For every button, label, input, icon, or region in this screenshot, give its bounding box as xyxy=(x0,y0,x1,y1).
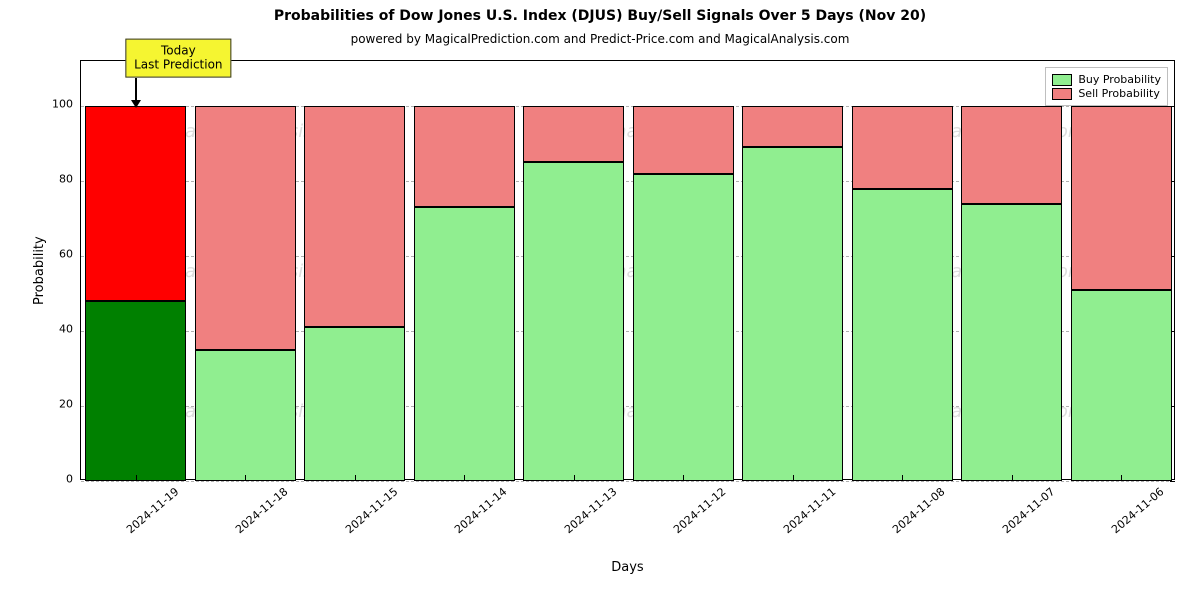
ytick-label: 20 xyxy=(59,398,81,411)
ytick-label: 0 xyxy=(66,473,81,486)
bar-sell xyxy=(852,106,953,189)
bar-buy xyxy=(742,147,843,481)
x-axis-label: Days xyxy=(80,560,1175,575)
xtick-label: 2024-11-11 xyxy=(776,479,838,536)
xtick-label: 2024-11-07 xyxy=(995,479,1057,536)
bar-buy xyxy=(961,204,1062,482)
bar-buy xyxy=(414,207,515,481)
plot-area: MagicalAnalysis.comMagicalAnalysis.comMa… xyxy=(80,60,1175,480)
legend-buy: Buy Probability xyxy=(1052,73,1161,86)
xtick-label: 2024-11-19 xyxy=(119,479,181,536)
bar-sell xyxy=(304,106,405,327)
xtick-mark xyxy=(245,475,246,480)
ytick-label: 40 xyxy=(59,323,81,336)
legend-buy-swatch xyxy=(1052,74,1072,86)
chart-title: Probabilities of Dow Jones U.S. Index (D… xyxy=(0,8,1200,24)
bar-sell xyxy=(633,106,734,174)
bar-buy xyxy=(523,162,624,481)
legend-buy-label: Buy Probability xyxy=(1078,73,1161,86)
bar-buy xyxy=(852,189,953,482)
bar-sell xyxy=(523,106,624,162)
y-axis-label: Probability xyxy=(32,236,47,305)
bar-buy xyxy=(633,174,734,482)
annotation-box: TodayLast Prediction xyxy=(125,39,231,78)
xtick-label: 2024-11-15 xyxy=(338,479,400,536)
annotation-line2: Last Prediction xyxy=(134,58,222,72)
xtick-label: 2024-11-18 xyxy=(228,479,290,536)
bar-buy xyxy=(304,327,405,481)
bar-sell xyxy=(85,106,186,301)
xtick-mark xyxy=(136,475,137,480)
xtick-mark xyxy=(793,475,794,480)
ytick-label: 100 xyxy=(52,98,81,111)
annotation-arrow-line xyxy=(135,78,137,100)
bar-buy xyxy=(1071,290,1172,481)
gridline xyxy=(81,481,1174,482)
ytick-mark xyxy=(1170,481,1175,482)
bar-sell xyxy=(1071,106,1172,290)
xtick-label: 2024-11-13 xyxy=(557,479,619,536)
figure: Probabilities of Dow Jones U.S. Index (D… xyxy=(0,0,1200,600)
legend-sell-label: Sell Probability xyxy=(1078,87,1160,100)
ytick-label: 80 xyxy=(59,173,81,186)
legend-sell: Sell Probability xyxy=(1052,87,1161,100)
xtick-mark xyxy=(683,475,684,480)
xtick-label: 2024-11-08 xyxy=(885,479,947,536)
bar-buy xyxy=(85,301,186,481)
xtick-mark xyxy=(1012,475,1013,480)
bar-buy xyxy=(195,350,296,481)
xtick-mark xyxy=(1121,475,1122,480)
bar-sell xyxy=(742,106,843,147)
annotation-arrow-head xyxy=(131,100,141,108)
xtick-mark xyxy=(464,475,465,480)
xtick-mark xyxy=(574,475,575,480)
bar-sell xyxy=(961,106,1062,204)
legend: Buy Probability Sell Probability xyxy=(1045,67,1168,106)
xtick-label: 2024-11-12 xyxy=(666,479,728,536)
xtick-mark xyxy=(355,475,356,480)
ytick-label: 60 xyxy=(59,248,81,261)
xtick-mark xyxy=(902,475,903,480)
xtick-label: 2024-11-14 xyxy=(447,479,509,536)
bar-sell xyxy=(414,106,515,207)
xtick-label: 2024-11-06 xyxy=(1104,479,1166,536)
bar-sell xyxy=(195,106,296,350)
annotation-line1: Today xyxy=(134,44,222,58)
legend-sell-swatch xyxy=(1052,88,1072,100)
